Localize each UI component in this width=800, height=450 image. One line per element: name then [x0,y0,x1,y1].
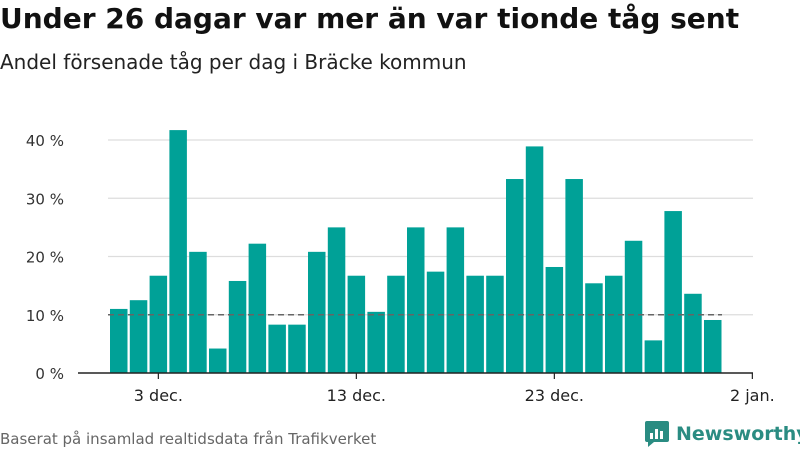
bar [704,319,722,373]
bar [268,324,286,373]
y-tick-label: 40 % [26,132,64,150]
bar [684,293,702,373]
bar [288,324,306,373]
y-tick-label: 20 % [26,249,64,267]
bar [407,227,425,373]
y-tick-label: 30 % [26,190,64,208]
bar [664,211,682,373]
newsworthy-logo-icon [645,421,669,447]
bar [506,179,524,373]
chart-subtitle: Andel försenade tåg per dag i Bräcke kom… [0,50,467,74]
bar [308,251,326,373]
bar [644,340,663,373]
bar [228,280,247,373]
bar [387,275,405,373]
bar [367,311,385,373]
bar [189,251,207,373]
bar [327,227,346,373]
bar [110,308,128,373]
y-tick-label: 0 % [35,365,64,383]
bar-chart: 0 % 10 % 20 % 30 % 40 % 3 dec. 13 dec. 23 dec. 2… [26,130,775,405]
bar [466,275,484,373]
y-tick-label: 10 % [26,307,64,325]
bar [565,179,583,373]
chart-title: Under 26 dagar var mer än var tionde tåg… [0,2,740,35]
bar [624,240,643,373]
bar [347,275,366,373]
bar [486,275,504,373]
x-tick-label: 2 jan. [730,386,775,405]
bar [605,275,623,373]
x-tick-label: 13 dec. [327,386,386,405]
x-tick-label: 23 dec. [525,386,584,405]
bar [446,227,465,373]
bar [426,271,445,373]
source-note: Baserat på insamlad realtidsdata från Tr… [0,430,377,448]
bar [209,348,227,373]
brand: Newsworthy [644,420,800,448]
brand-name: Newsworthy [676,423,800,445]
bar [149,275,168,373]
bar [525,146,544,373]
x-tick-label: 3 dec. [134,386,183,405]
bar [248,243,267,373]
bar [585,283,603,373]
bar [545,266,564,373]
bar [169,130,187,373]
bar [129,300,148,373]
